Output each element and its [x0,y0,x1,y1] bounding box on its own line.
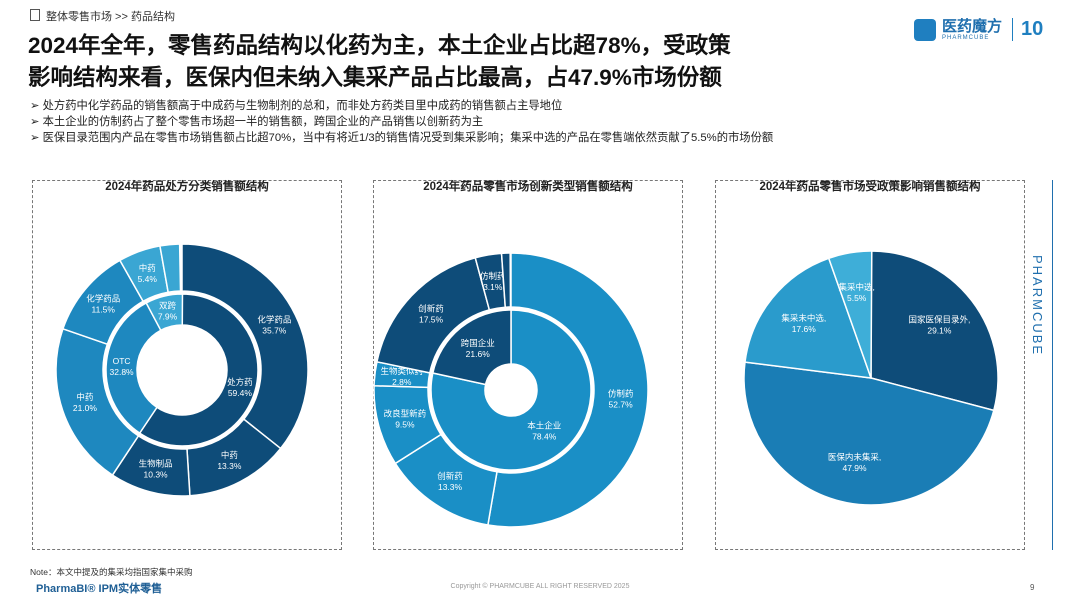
chart-panel [715,180,1025,550]
value-label: 3.1% [483,282,503,292]
side-brand: PHARMCUBE [1030,255,1045,357]
value-label: 9.5% [395,419,415,429]
segment [105,301,162,435]
logo-text: 医药魔方 PHARMCUBE [942,17,1003,41]
chart-title: 2024年药品零售市场创新类型销售额结构 [419,181,637,193]
segment-label: 中药 [221,450,238,460]
segment-label: 国家医保目录外, [908,315,970,325]
chart-title: 2024年药品处方分类销售额结构 [101,181,273,193]
segment-label: 医保内未集采, [828,452,881,462]
value-label: 52.7% [609,400,634,410]
bullet: 处方药中化学药品的销售额高于中成药与生物制剂的总和，而非处方药类目里中成药的销售… [30,98,773,114]
segment-label: 化学药品 [257,315,291,325]
value-label: 78.4% [532,432,557,442]
segment [430,309,592,471]
value-label: 35.7% [262,326,287,336]
segment-label: 本土企业 [527,421,561,431]
value-label: 59.4% [228,388,253,398]
value-label: 47.9% [842,463,867,473]
chart-title-box: 2024年药品处方分类销售额结构 [32,180,342,196]
logo-sub: PHARMCUBE [942,34,990,41]
value-label: 11.5% [91,305,115,315]
chart-title-box: 2024年药品零售市场创新类型销售额结构 [373,180,683,196]
value-label: 29.1% [927,326,952,336]
segment-label: 创新药 [418,304,444,314]
value-label: 10.3% [144,469,169,479]
segment [181,243,309,450]
chart-panel [32,180,342,550]
logo-mark [914,18,936,41]
segment [827,250,873,379]
segment-label: 集采中选, [838,282,874,292]
segment-label: 中药 [76,392,93,402]
segment [431,309,512,386]
note: Note：本文中提及的集采均指国家集中采购 [30,567,193,577]
chart-panel [373,180,683,550]
bullet: 本土企业的仿制药占了整个零售市场超一半的销售额，跨国企业的产品销售以创新药为主 [30,114,773,130]
value-label: 13.3% [217,461,242,471]
segment-label: 化学药品 [86,294,120,304]
segment [500,252,512,308]
segment [145,293,184,332]
segment-label: 生物制品 [139,458,173,468]
value-label: 21.6% [466,349,491,359]
breadcrumb: 整体零售市场 >> 药品结构 [30,8,175,24]
value-label: 5.4% [138,274,158,284]
logo: 医药魔方 PHARMCUBE 10 [914,18,1043,41]
segment [744,257,873,379]
segment [138,293,259,447]
segment-label: 中药 [139,263,156,273]
value-label: 7.9% [158,312,178,322]
segment-label: 仿制药 [480,271,506,281]
bullet-list: 处方药中化学药品的销售额高于中成药与生物制剂的总和，而非处方药类目里中成药的销售… [30,98,774,146]
side-line [1052,180,1053,550]
logo-name: 医药魔方 [942,17,1003,35]
bullet: 医保目录范围内产品在零售市场销售额占比超70%，当中有将近1/3的销售情况受到集… [30,130,774,146]
segment-label: 改良型新药 [384,408,427,418]
value-label: 17.6% [792,324,817,334]
chart-title-box: 2024年药品零售市场受政策影响销售额结构 [715,180,1025,196]
segment-label: 集采未中选, [781,313,826,323]
title-line: 影响结构来看，医保内但未纳入集采产品占比最高，占47.9%市场份额 [28,65,722,90]
value-label: 32.8% [110,367,135,377]
segment-label: 创新药 [437,471,463,481]
segment-label: 处方药 [227,377,253,387]
segment-label: 生物类似药 [381,366,424,376]
chart-title: 2024年药品零售市场受政策影响销售额结构 [755,181,985,193]
segment [487,252,649,528]
title-line: 2024年全年，零售药品结构以化药为主，本土企业占比超78%，受政策 [28,33,731,58]
segment-label: OTC [113,356,131,366]
segment [870,250,999,412]
anniversary: 10 [1012,18,1043,41]
value-label: 2.8% [392,377,412,387]
segment [743,361,995,506]
value-label: 5.5% [847,293,867,303]
page-number: 9 [1030,583,1035,592]
value-label: 21.0% [73,403,98,413]
slide-title: 2024年全年，零售药品结构以化药为主，本土企业占比超78%，受政策 影响结构来… [28,30,731,94]
value-label: 13.3% [438,482,463,492]
copyright: Copyright © PHARMCUBE ALL RIGHT RESERVED… [450,583,630,590]
segment [159,243,182,294]
segment-label: 仿制药 [608,389,634,399]
segment-label: 跨国企业 [461,338,495,348]
value-label: 17.5% [419,315,444,325]
footer-brand: PharmaBI® IPM实体零售 [36,583,163,595]
segment-label: 双跨 [159,301,177,311]
